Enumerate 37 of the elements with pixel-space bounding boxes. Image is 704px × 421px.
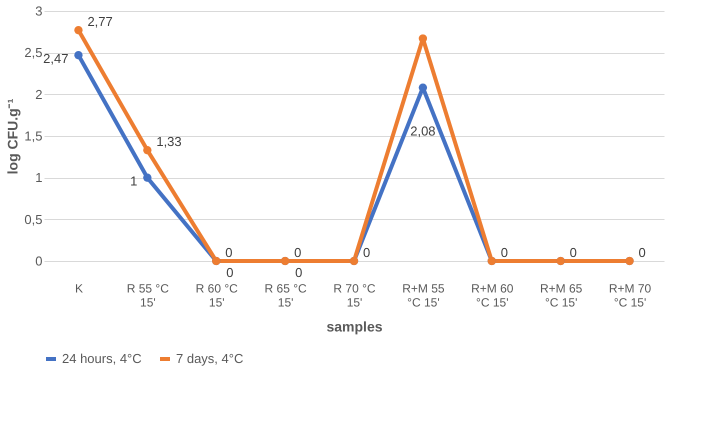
legend-label: 7 days, 4°C — [176, 351, 244, 366]
data-label: 0 — [570, 245, 577, 260]
x-tick-label: R 55 °C 15' — [126, 282, 170, 310]
y-tick-label: 1,5 — [24, 128, 42, 144]
data-label: 2,77 — [87, 14, 113, 30]
data-label: 0 — [638, 245, 646, 260]
data-label: 0 — [225, 245, 232, 260]
x-tick-label: R+M 70 °C 15' — [608, 282, 652, 310]
x-tick-label: R 65 °C 15' — [264, 282, 308, 310]
data-label: 1 — [130, 174, 138, 189]
data-label: 0 — [295, 265, 302, 280]
data-label: 0 — [294, 245, 302, 260]
y-tick-label: 2,5 — [24, 45, 42, 60]
y-tick-label: 1 — [35, 170, 42, 186]
data-label: 0 — [226, 265, 234, 280]
point — [74, 50, 83, 60]
x-tick-label: K — [74, 282, 83, 296]
y-tick-label: 2 — [35, 86, 42, 102]
legend-label: 24 hours, 4°C — [62, 351, 142, 366]
data-label: 0 — [363, 245, 370, 260]
y-tick-label: 0 — [35, 254, 42, 268]
x-tick-label: R+M 65 °C 15' — [540, 282, 583, 310]
data-label: 2,47 — [43, 51, 68, 66]
point — [74, 26, 83, 34]
x-tick-label: R+M 60 °C 15' — [471, 282, 514, 310]
point — [143, 146, 152, 154]
data-label: 0 — [500, 245, 508, 260]
data-label: 1,33 — [156, 134, 182, 150]
x-tick-label: R+M 55 °C 15' — [402, 282, 445, 310]
x-axis-title: samples — [326, 318, 383, 334]
y-tick-label: 0,5 — [24, 212, 42, 227]
x-tick-label: R 70 °C 15' — [333, 282, 376, 310]
point — [143, 173, 152, 182]
x-tick-label: R 60 °C 15' — [196, 282, 238, 310]
y-axis-title: log CFU.g⁻¹ — [4, 98, 20, 174]
y-tick-label: 3 — [35, 4, 42, 18]
data-label: 2,08 — [410, 124, 436, 139]
